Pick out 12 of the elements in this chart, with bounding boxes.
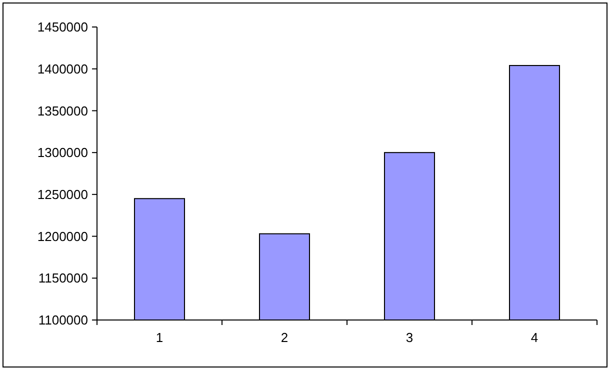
x-tick-label: 3 [406, 330, 414, 345]
y-tick-label: 1450000 [37, 20, 88, 35]
y-tick-label: 1350000 [37, 103, 88, 118]
x-tick-label: 1 [156, 330, 164, 345]
y-tick-label: 1200000 [37, 228, 88, 244]
x-tick-label: 2 [280, 330, 288, 345]
y-tick-label: 1150000 [38, 270, 88, 286]
y-tick-label: 1400000 [37, 61, 88, 76]
x-tick-label: 4 [530, 330, 538, 345]
y-tick-label: 1250000 [37, 186, 88, 202]
y-tick-label: 1300000 [37, 145, 88, 160]
y-tick-label: 1100000 [38, 312, 88, 328]
